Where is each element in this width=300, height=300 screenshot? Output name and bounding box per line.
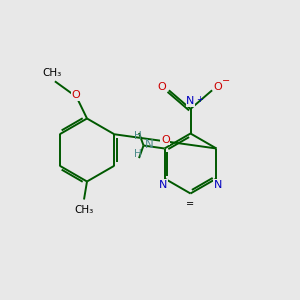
- Text: CH₃: CH₃: [74, 205, 94, 214]
- Text: O: O: [161, 135, 170, 145]
- Text: N: N: [159, 180, 167, 190]
- Text: CH₃: CH₃: [42, 68, 62, 78]
- Text: O: O: [214, 82, 222, 92]
- Text: +: +: [196, 95, 203, 104]
- Text: O: O: [71, 90, 80, 100]
- Text: −: −: [222, 76, 230, 86]
- Text: =: =: [186, 199, 195, 209]
- Text: N: N: [145, 138, 154, 152]
- Text: H: H: [134, 149, 142, 159]
- Text: N: N: [214, 180, 222, 190]
- Text: N: N: [186, 97, 195, 106]
- Text: O: O: [158, 82, 167, 92]
- Text: H: H: [134, 131, 142, 141]
